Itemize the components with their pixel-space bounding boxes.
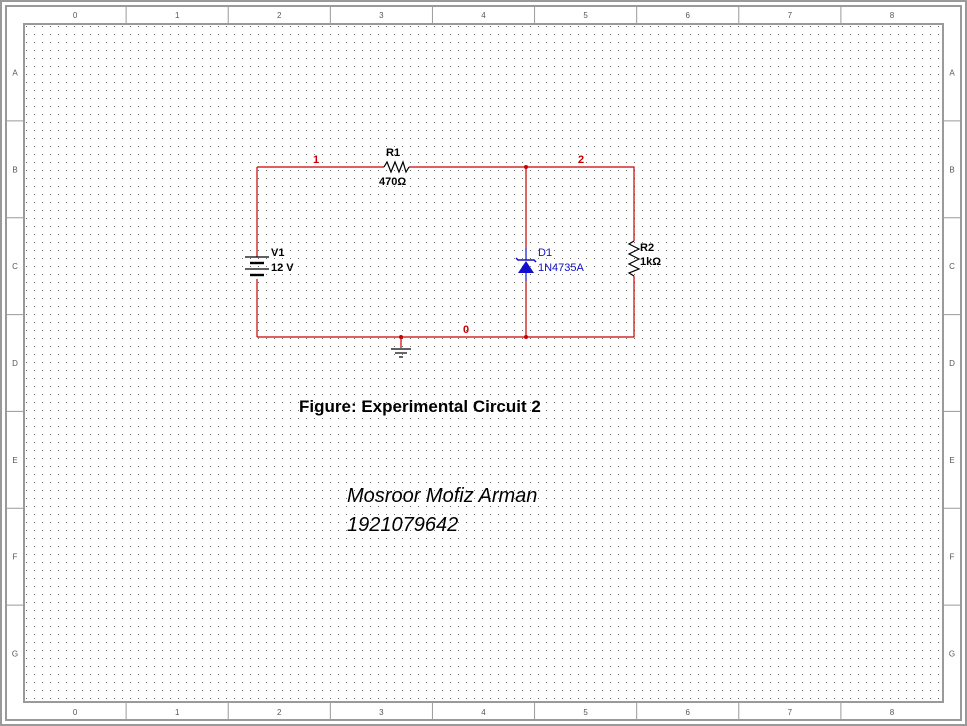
r2-value-label: 1kΩ <box>640 256 661 268</box>
ruler-label: A <box>949 68 955 77</box>
resistor-r2[interactable]: R2 1kΩ <box>627 240 661 277</box>
v1-ref-label: V1 <box>271 247 284 259</box>
ruler-ticks <box>6 6 961 720</box>
ruler-label: 8 <box>890 708 895 717</box>
r1-value-label: 470Ω <box>379 176 406 188</box>
junction-dot <box>524 335 528 339</box>
ruler-label: 2 <box>277 11 282 20</box>
ruler-label: E <box>949 456 954 465</box>
ruler-label: E <box>12 456 17 465</box>
ruler-label: C <box>12 262 18 271</box>
ruler-label: 7 <box>788 708 793 717</box>
wire-net-2 <box>409 166 635 248</box>
ruler-label: 1 <box>175 708 180 717</box>
ruler-label: 5 <box>583 708 588 717</box>
ruler-label: 0 <box>73 11 78 20</box>
zener-diode-d1[interactable]: D1 1N4735A <box>515 247 585 281</box>
ruler-label: B <box>12 165 17 174</box>
ground-symbol[interactable] <box>391 348 411 358</box>
ruler-label: G <box>12 650 18 659</box>
resistor-r2-symbol <box>627 240 641 277</box>
ruler-label: 6 <box>685 708 690 717</box>
author-id: 1921079642 <box>347 514 458 536</box>
r1-ref-label: R1 <box>386 147 400 159</box>
ruler-label: 5 <box>583 11 588 20</box>
v1-value-label: 12 V <box>271 262 294 274</box>
ruler-label: 4 <box>481 11 486 20</box>
dc-source-v1[interactable]: V1 12 V <box>245 247 294 277</box>
ruler-label: 1 <box>175 11 180 20</box>
zener-diode-symbol <box>515 248 537 281</box>
ruler-label: 6 <box>685 11 690 20</box>
resistor-r1-symbol <box>383 160 410 174</box>
ruler-label: G <box>949 650 955 659</box>
d1-ref-label: D1 <box>538 247 552 259</box>
ruler-label: D <box>949 359 955 368</box>
ruler-label: 3 <box>379 11 384 20</box>
junction-dot <box>524 165 528 169</box>
ruler-label: D <box>12 359 18 368</box>
ruler-label: C <box>949 262 955 271</box>
ruler-label: 2 <box>277 708 282 717</box>
ruler-label: F <box>13 553 18 562</box>
wires <box>256 166 635 348</box>
junctions <box>399 165 528 339</box>
net-label-0: 0 <box>463 324 469 336</box>
ruler-label: 3 <box>379 708 384 717</box>
author-name: Mosroor Mofiz Arman <box>347 485 537 507</box>
net-label-2: 2 <box>578 154 584 166</box>
ruler-labels: 0 0 1 1 2 2 3 3 4 4 5 5 6 6 7 7 8 8 A A B B C C D D E E F F G G <box>12 11 955 717</box>
ruler-label: A <box>12 68 18 77</box>
battery-symbol <box>245 256 269 277</box>
ruler-label: 0 <box>73 708 78 717</box>
net-label-1: 1 <box>313 154 319 166</box>
ruler-label: 7 <box>788 11 793 20</box>
junction-dot <box>399 335 403 339</box>
ruler-label: F <box>950 553 955 562</box>
wire-net-1 <box>256 166 384 337</box>
figure-caption: Figure: Experimental Circuit 2 <box>299 397 541 416</box>
ruler-label: 4 <box>481 708 486 717</box>
ruler-label: B <box>949 165 954 174</box>
resistor-r1[interactable]: R1 470Ω <box>379 147 410 188</box>
ruler-label: 8 <box>890 11 895 20</box>
d1-value-label: 1N4735A <box>538 262 585 274</box>
r2-ref-label: R2 <box>640 242 654 254</box>
